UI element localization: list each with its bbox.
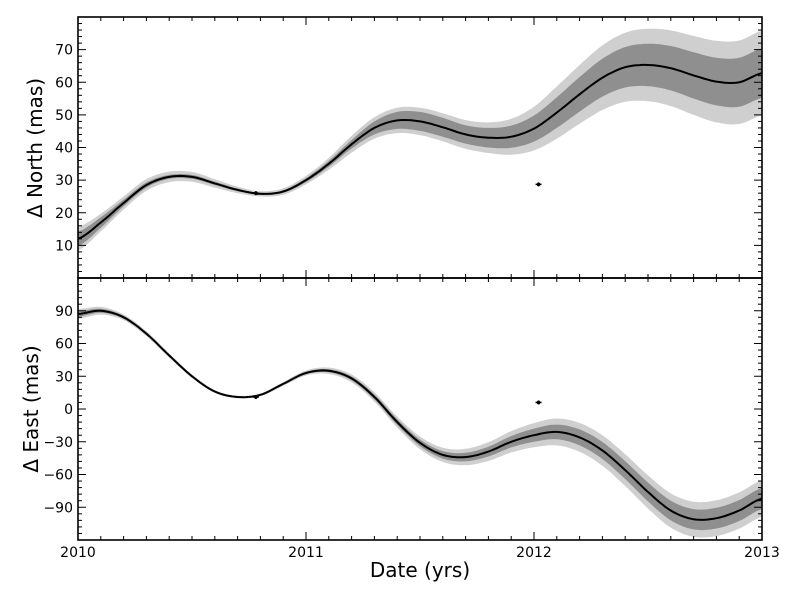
panel-east: −90 −60 −30 0 30 60 90 Δ East (mas) — [19, 277, 763, 541]
east-uncertainty-bands — [78, 306, 762, 538]
east-y-axis-label: Δ East (mas) — [19, 345, 43, 472]
east-band-1sigma — [78, 308, 762, 531]
x-axis-label: Date (yrs) — [370, 558, 470, 582]
east-plot-frame — [77, 277, 763, 541]
north-y-tick-label: 30 — [55, 173, 73, 189]
x-tick-label: 2011 — [288, 545, 324, 561]
east-y-tick-label: 90 — [55, 304, 73, 320]
north-data-point-2 — [535, 182, 542, 187]
east-y-tick-label: 60 — [55, 337, 73, 353]
north-y-tick-label: 60 — [55, 75, 73, 91]
north-orbit-line — [78, 63, 762, 240]
east-orbit-curve — [78, 309, 762, 521]
north-orbit-curve — [78, 63, 762, 240]
north-uncertainty-bands — [78, 28, 762, 251]
east-orbit-line — [78, 309, 762, 521]
panel-north: 10 20 30 40 50 60 70 Δ North (mas) — [23, 16, 763, 279]
north-y-tick-label: 40 — [55, 141, 73, 157]
east-y-tick-label: 0 — [64, 402, 73, 418]
east-data-points — [252, 394, 542, 405]
east-data-point-1 — [252, 394, 259, 399]
north-y-tick-label: 70 — [55, 43, 73, 59]
north-y-axis-label: Δ North (mas) — [23, 78, 47, 218]
x-tick-label: 2012 — [516, 545, 552, 561]
north-y-tick-label: 50 — [55, 108, 73, 124]
east-data-point-2 — [535, 400, 542, 405]
east-ticks: −90 −60 −30 0 30 60 90 — [43, 278, 763, 540]
north-data-point-1 — [252, 191, 259, 196]
north-y-tick-label: 10 — [55, 238, 73, 254]
east-y-tick-label: 30 — [55, 369, 73, 385]
north-band-1sigma — [78, 43, 762, 247]
north-y-tick-label: 20 — [55, 206, 73, 222]
north-data-points — [252, 182, 542, 196]
x-tick-label: 2013 — [744, 545, 780, 561]
east-y-tick-label: −30 — [43, 435, 73, 451]
east-y-tick-label: −60 — [43, 468, 73, 484]
east-y-tick-label: −90 — [43, 500, 73, 516]
x-axis-ticks: 2010 2011 2012 2013 — [60, 545, 780, 561]
x-tick-label: 2010 — [60, 545, 96, 561]
